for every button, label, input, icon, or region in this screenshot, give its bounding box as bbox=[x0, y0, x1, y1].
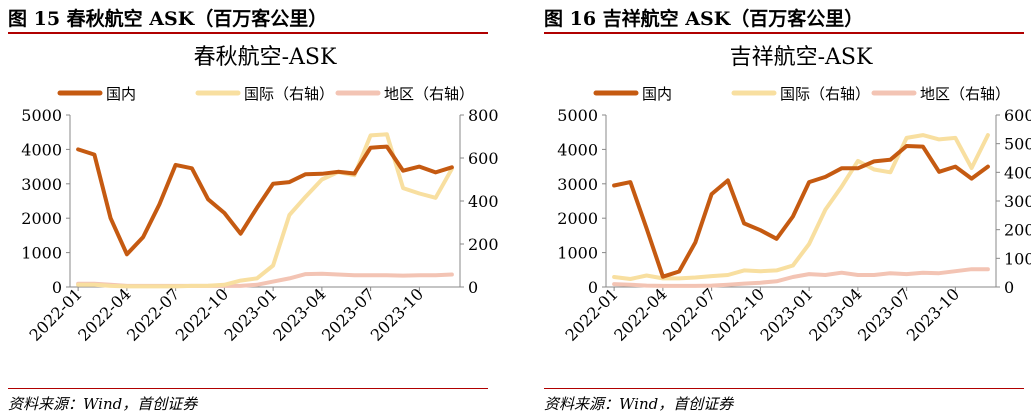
x-tick-label: 2023-10 bbox=[367, 284, 427, 344]
legend-label: 地区（右轴） bbox=[384, 85, 474, 103]
left-y-tick-label: 5000 bbox=[557, 106, 598, 125]
left-y-tick-label: 1000 bbox=[21, 244, 62, 263]
left-y-tick-label: 4000 bbox=[557, 140, 598, 159]
left-y-tick-label: 2000 bbox=[557, 209, 598, 228]
x-tick-label: 2023-07 bbox=[318, 284, 378, 344]
series-line bbox=[612, 144, 990, 279]
left-y-tick-label: 2000 bbox=[21, 209, 62, 228]
source-divider bbox=[8, 388, 488, 389]
figure-title: 图 16 吉祥航空 ASK（百万客公里） bbox=[544, 8, 864, 30]
x-tick-label: 2023-10 bbox=[903, 284, 963, 344]
left-y-tick-label: 5000 bbox=[21, 106, 62, 125]
right-y-tick-label: 300 bbox=[1004, 192, 1031, 211]
right-y-tick-label: 200 bbox=[468, 235, 499, 254]
x-tick-label: 2023-07 bbox=[854, 284, 914, 344]
x-tick-label: 2023-01 bbox=[757, 284, 817, 344]
figure-right: 图 16 吉祥航空 ASK（百万客公里） 吉祥航空-ASK 国内 国际（右轴） 地区（… bbox=[544, 0, 1031, 415]
left-y-tick-label: 3000 bbox=[21, 175, 62, 194]
legend-label: 国际（右轴） bbox=[780, 85, 870, 103]
right-y-tick-label: 500 bbox=[1004, 135, 1031, 154]
x-tick-label: 2022-10 bbox=[172, 284, 232, 344]
x-tick-label: 2023-04 bbox=[805, 284, 865, 344]
right-y-tick-label: 400 bbox=[468, 192, 499, 211]
series-line bbox=[76, 132, 454, 289]
series-line bbox=[612, 133, 990, 281]
legend-label: 国内 bbox=[642, 85, 672, 103]
x-tick-label: 2022-07 bbox=[123, 284, 183, 344]
left-y-tick-label: 0 bbox=[588, 278, 598, 297]
left-y-tick-label: 4000 bbox=[21, 140, 62, 159]
title-divider bbox=[544, 32, 1024, 34]
legend-label: 国际（右轴） bbox=[244, 85, 334, 103]
right-y-tick-label: 400 bbox=[1004, 163, 1031, 182]
right-y-tick-label: 0 bbox=[1004, 278, 1014, 297]
left-y-tick-label: 3000 bbox=[557, 175, 598, 194]
series-line bbox=[76, 144, 454, 257]
left-y-tick-label: 0 bbox=[52, 278, 62, 297]
x-tick-label: 2023-04 bbox=[269, 284, 329, 344]
right-y-tick-label: 200 bbox=[1004, 221, 1031, 240]
left-y-tick-label: 1000 bbox=[557, 244, 598, 263]
x-tick-label: 2022-10 bbox=[708, 284, 768, 344]
figure-title: 图 15 春秋航空 ASK（百万客公里） bbox=[8, 8, 328, 30]
chart-title: 春秋航空-ASK bbox=[194, 45, 337, 70]
source-divider bbox=[544, 388, 1024, 389]
right-y-tick-label: 800 bbox=[468, 106, 499, 125]
right-y-tick-label: 600 bbox=[1004, 106, 1031, 125]
legend-label: 地区（右轴） bbox=[920, 85, 1010, 103]
figure-left: 图 15 春秋航空 ASK（百万客公里） 春秋航空-ASK 国内 国际（右轴） 地区（… bbox=[8, 0, 508, 415]
chart-title: 吉祥航空-ASK bbox=[730, 45, 873, 70]
source-note: 资料来源：Wind，首创证券 bbox=[8, 395, 198, 413]
source-note: 资料来源：Wind，首创证券 bbox=[544, 395, 734, 413]
series-line bbox=[612, 267, 990, 288]
x-tick-label: 2022-04 bbox=[610, 284, 670, 344]
x-tick-label: 2023-01 bbox=[221, 284, 281, 344]
x-tick-label: 2022-07 bbox=[659, 284, 719, 344]
right-y-tick-label: 0 bbox=[468, 278, 478, 297]
right-y-tick-label: 100 bbox=[1004, 249, 1031, 268]
series-line bbox=[76, 271, 454, 288]
title-divider bbox=[8, 32, 488, 34]
right-y-tick-label: 600 bbox=[468, 149, 499, 168]
legend-label: 国内 bbox=[106, 85, 136, 103]
x-tick-label: 2022-04 bbox=[74, 284, 134, 344]
